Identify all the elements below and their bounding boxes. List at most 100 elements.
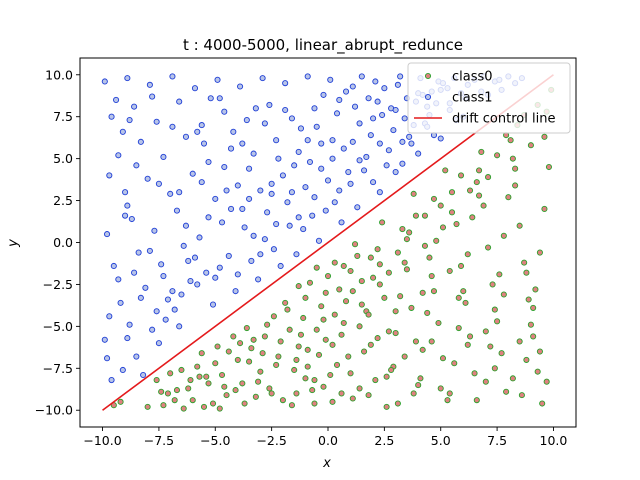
class1-point <box>275 155 282 162</box>
class0-point <box>388 366 395 374</box>
class0-point <box>232 387 239 394</box>
class1-point <box>225 252 232 259</box>
class0-point <box>370 274 377 281</box>
class1-point <box>173 207 180 214</box>
class0-point <box>203 373 210 380</box>
class1-point <box>392 106 399 114</box>
class1-point <box>282 106 289 114</box>
class1-point <box>106 313 113 320</box>
class0-point <box>464 251 471 258</box>
class1-point <box>318 140 325 147</box>
class0-point <box>478 148 485 155</box>
class0-point <box>507 137 514 144</box>
class0-point <box>187 376 194 384</box>
class1-point <box>381 85 388 92</box>
class0-point <box>361 348 368 355</box>
class1-point <box>311 105 318 112</box>
class0-point <box>512 182 519 189</box>
class0-point <box>523 356 530 363</box>
class0-point <box>315 351 323 358</box>
class0-point <box>541 133 548 140</box>
class0-point <box>403 236 410 243</box>
class0-point <box>349 288 356 295</box>
class1-point <box>216 95 223 102</box>
class1-point <box>167 190 174 197</box>
class1-point <box>115 276 122 283</box>
class0-point <box>503 388 510 395</box>
class1-point <box>250 232 257 239</box>
class1-point <box>322 207 329 214</box>
class0-point <box>282 299 289 306</box>
class0-point <box>340 262 347 270</box>
class0-point <box>446 267 453 275</box>
class1-point <box>336 96 343 103</box>
class0-point <box>340 319 347 327</box>
class0-point <box>367 254 374 261</box>
class1-point <box>408 140 415 147</box>
class1-point <box>248 257 255 265</box>
class0-point <box>216 405 223 412</box>
class1-point <box>194 128 201 135</box>
class1-point <box>342 88 350 95</box>
class0-point <box>392 308 399 315</box>
class0-point <box>394 400 401 407</box>
class1-point <box>124 335 131 342</box>
class0-point <box>536 249 543 256</box>
class0-point <box>536 348 543 355</box>
class0-point <box>505 194 512 201</box>
class0-point <box>521 259 528 266</box>
class1-point <box>320 91 327 98</box>
class0-point <box>466 187 474 194</box>
class1-point <box>169 73 176 80</box>
class0-point <box>333 361 341 368</box>
class1-point <box>246 195 253 202</box>
class0-point <box>527 321 534 328</box>
class0-point <box>437 202 444 209</box>
class0-point <box>543 378 550 385</box>
class1-point <box>227 145 235 152</box>
class1-point <box>345 168 352 176</box>
class1-point <box>191 254 199 261</box>
class0-point <box>239 380 246 387</box>
class0-point <box>424 309 431 317</box>
class0-point <box>304 346 311 353</box>
class0-point <box>374 246 381 253</box>
class0-point <box>358 301 365 308</box>
class1-point <box>182 222 190 229</box>
class0-point <box>284 306 291 313</box>
class1-point <box>178 291 185 298</box>
class0-point <box>428 272 435 280</box>
class0-point <box>374 335 381 342</box>
x-axis-ticks: −10.0 −7.5 −5.0 −2.5 0.0 2.5 5.0 7.5 10.0 <box>83 427 567 448</box>
class1-point <box>297 125 305 132</box>
class1-point <box>300 226 307 233</box>
x-tick-label: −5.0 <box>200 433 230 448</box>
class1-point <box>153 308 160 315</box>
class1-point <box>108 376 115 384</box>
x-axis-title: x <box>322 456 331 471</box>
class0-point <box>457 172 465 179</box>
y-tick-label: 5.0 <box>53 151 73 166</box>
class0-point <box>475 192 483 199</box>
class0-point <box>349 395 356 402</box>
class0-point <box>288 402 295 409</box>
class1-point <box>151 227 158 234</box>
class0-point <box>448 189 456 196</box>
class0-point <box>509 375 516 382</box>
class0-point <box>327 371 334 379</box>
class1-point <box>171 306 178 313</box>
class0-point <box>212 360 219 367</box>
class1-point <box>399 160 406 167</box>
class0-point <box>448 209 456 216</box>
class1-point <box>104 231 111 238</box>
y-tick-label: 10.0 <box>45 67 73 82</box>
class0-point <box>259 350 266 357</box>
class1-point <box>349 138 356 145</box>
class0-point <box>530 304 537 311</box>
class0-point <box>399 226 406 233</box>
class0-point <box>376 261 383 268</box>
class0-point <box>164 390 171 397</box>
class1-point <box>268 190 275 197</box>
class0-point <box>518 392 525 399</box>
class1-point <box>205 214 212 221</box>
